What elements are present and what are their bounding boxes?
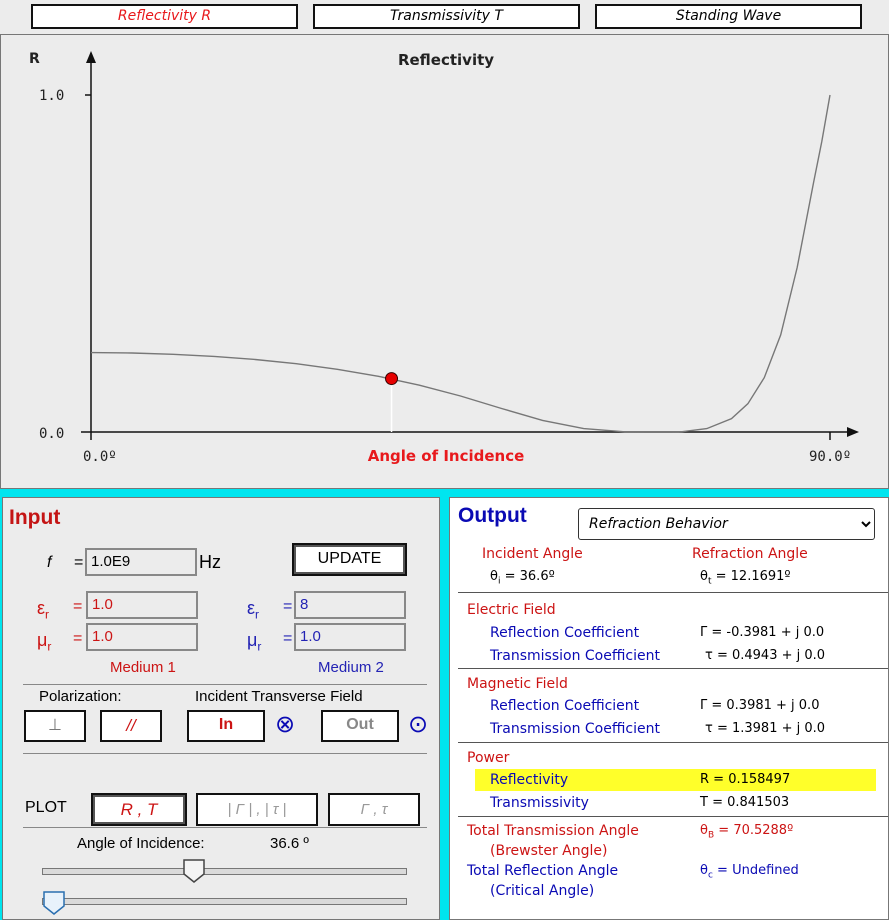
mu-equals-medium1: = bbox=[73, 630, 83, 647]
divider bbox=[458, 816, 888, 817]
critical-angle-label: (Critical Angle) bbox=[490, 883, 595, 899]
e-transmission-value: τ = 0.4943 + j 0.0 bbox=[705, 648, 826, 663]
angle-slider-thumb[interactable] bbox=[182, 858, 206, 884]
medium2-label: Medium 2 bbox=[318, 659, 384, 676]
electric-field-label: Electric Field bbox=[467, 602, 556, 618]
incident-angle-value: θi = 36.6º bbox=[490, 569, 555, 587]
angle-slider-track[interactable] bbox=[42, 868, 407, 875]
plot-magnitude-button[interactable]: | Γ | , | τ | bbox=[196, 793, 318, 826]
x-axis-label: Angle of Incidence bbox=[368, 447, 525, 465]
transmissivity-label: Transmissivity bbox=[490, 795, 589, 811]
reflectivity-series-line bbox=[90, 94, 831, 433]
eps-symbol-medium1: εr bbox=[37, 598, 50, 622]
medium1-label: Medium 1 bbox=[110, 659, 176, 676]
plot-label: PLOT bbox=[25, 799, 67, 816]
x-tick-right: 90.0º bbox=[809, 449, 851, 465]
e-reflection-label: Reflection Coefficient bbox=[490, 625, 640, 641]
divider bbox=[458, 592, 888, 593]
divider bbox=[23, 684, 427, 685]
mu-input-medium1[interactable]: 1.0 bbox=[86, 623, 198, 651]
plot-rt-button[interactable]: R , T bbox=[91, 793, 187, 826]
parallel-polarization-button[interactable]: // bbox=[100, 710, 162, 742]
angle-label: Angle of Incidence: bbox=[77, 835, 205, 852]
eps-input-medium1[interactable]: 1.0 bbox=[86, 591, 198, 619]
tab-reflectivity[interactable]: Reflectivity R bbox=[31, 4, 298, 29]
divider bbox=[458, 668, 888, 669]
eps-input-medium2[interactable]: 8 bbox=[294, 591, 406, 619]
plot-panel: Reflectivity R 1.0 0.0 0.0º 90.0º Angle … bbox=[0, 34, 889, 489]
polarization-label: Polarization: bbox=[39, 688, 122, 705]
perpendicular-polarization-button[interactable]: ⊥ bbox=[24, 710, 86, 742]
current-angle-marker[interactable] bbox=[385, 372, 399, 386]
m-transmission-label: Transmission Coefficient bbox=[490, 721, 660, 737]
eps-symbol-medium2: εr bbox=[247, 598, 260, 622]
output-panel: Output Refraction Behavior Incident Angl… bbox=[449, 497, 889, 920]
secondary-slider-thumb[interactable] bbox=[42, 890, 66, 916]
freq-equals: = bbox=[74, 554, 84, 571]
m-reflection-value: Γ = 0.3981 + j 0.0 bbox=[700, 698, 820, 713]
reflectivity-value: R = 0.158497 bbox=[700, 772, 791, 787]
total-reflection-angle-label: Total Reflection Angle bbox=[467, 863, 619, 879]
mu-symbol-medium1: μr bbox=[37, 630, 52, 654]
chart-title: Reflectivity bbox=[398, 51, 494, 69]
refraction-angle-value: θt = 12.1691º bbox=[700, 569, 791, 587]
y-axis-label: R bbox=[29, 51, 40, 67]
tab-standing-wave[interactable]: Standing Wave bbox=[595, 4, 862, 29]
itf-label: Incident Transverse Field bbox=[195, 688, 363, 705]
refraction-angle-label: Refraction Angle bbox=[692, 546, 808, 562]
plot-complex-button[interactable]: Γ , τ bbox=[328, 793, 420, 826]
m-reflection-label: Reflection Coefficient bbox=[490, 698, 640, 714]
into-page-icon: ⊗ bbox=[275, 711, 296, 738]
mu-equals-medium2: = bbox=[283, 630, 293, 647]
input-panel: Input f = 1.0E9 Hz UPDATE εr = 1.0 μr = … bbox=[2, 497, 440, 920]
freq-input[interactable]: 1.0E9 bbox=[85, 548, 197, 576]
secondary-slider-track[interactable] bbox=[42, 898, 407, 905]
tab-transmissivity[interactable]: Transmissivity T bbox=[313, 4, 580, 29]
mu-symbol-medium2: μr bbox=[247, 630, 262, 654]
output-title: Output bbox=[458, 504, 527, 527]
input-title: Input bbox=[9, 506, 61, 529]
divider bbox=[23, 827, 427, 828]
reflectivity-highlight bbox=[475, 769, 876, 791]
reflectivity-label: Reflectivity bbox=[490, 772, 569, 788]
transmissivity-value: T = 0.841503 bbox=[700, 795, 790, 810]
eps-equals-medium1: = bbox=[73, 598, 83, 615]
critical-angle-value: θc = Undefined bbox=[700, 863, 799, 881]
e-transmission-label: Transmission Coefficient bbox=[490, 648, 660, 664]
x-tick-left: 0.0º bbox=[83, 449, 117, 465]
incident-angle-label: Incident Angle bbox=[482, 546, 583, 562]
tab-bar: Reflectivity R Transmissivity T Standing… bbox=[0, 0, 889, 34]
freq-unit: Hz bbox=[199, 552, 221, 572]
total-transmission-angle-label: Total Transmission Angle bbox=[467, 823, 639, 839]
y-tick-top: 1.0 bbox=[39, 88, 64, 104]
e-reflection-value: Γ = -0.3981 + j 0.0 bbox=[700, 625, 825, 640]
y-axis-arrow-icon bbox=[86, 51, 96, 63]
mu-input-medium2[interactable]: 1.0 bbox=[294, 623, 406, 651]
m-transmission-value: τ = 1.3981 + j 0.0 bbox=[705, 721, 826, 736]
brewster-angle-value: θB = 70.5288º bbox=[700, 823, 794, 841]
field-in-button[interactable]: In bbox=[187, 710, 265, 742]
magnetic-field-label: Magnetic Field bbox=[467, 676, 568, 692]
divider bbox=[458, 742, 888, 743]
freq-symbol: f bbox=[47, 554, 52, 571]
update-button[interactable]: UPDATE bbox=[292, 543, 407, 576]
y-tick-bottom: 0.0 bbox=[39, 426, 64, 442]
angle-value: 36.6 º bbox=[270, 835, 309, 852]
reflectivity-chart: Reflectivity R 1.0 0.0 0.0º 90.0º Angle … bbox=[29, 51, 859, 465]
divider bbox=[23, 753, 427, 754]
out-of-page-icon: ⊙ bbox=[408, 711, 429, 738]
power-label: Power bbox=[467, 750, 510, 766]
brewster-angle-label: (Brewster Angle) bbox=[490, 843, 608, 859]
field-out-button[interactable]: Out bbox=[321, 710, 399, 742]
output-mode-dropdown[interactable]: Refraction Behavior bbox=[578, 508, 875, 540]
x-axis-arrow-icon bbox=[847, 427, 859, 437]
eps-equals-medium2: = bbox=[283, 598, 293, 615]
